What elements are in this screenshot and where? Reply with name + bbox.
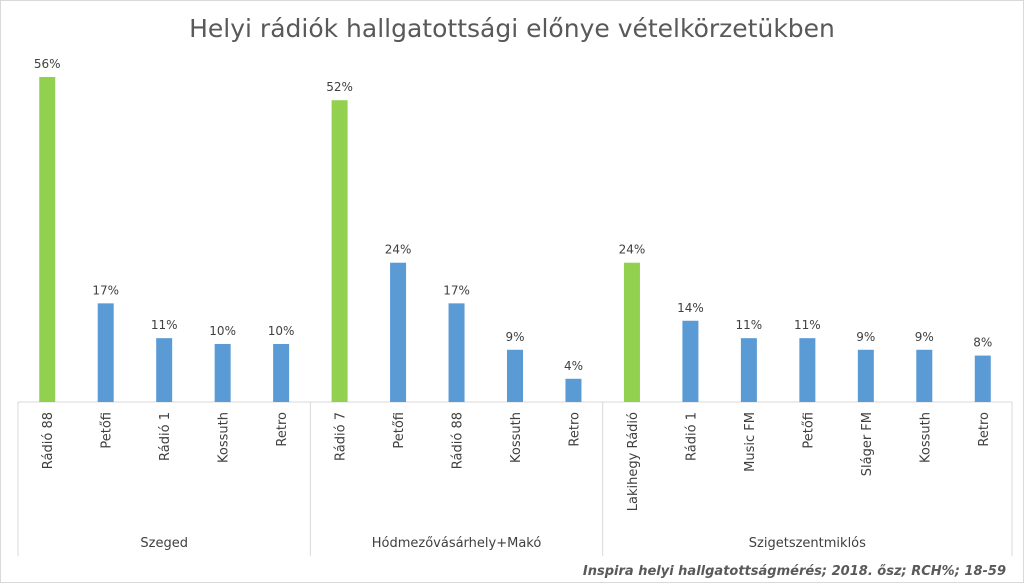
- data-label: 24%: [385, 243, 412, 257]
- bar: [214, 343, 231, 402]
- group-label: Szeged: [140, 536, 188, 551]
- bar: [448, 303, 465, 402]
- data-label: 9%: [856, 330, 875, 344]
- bar: [97, 303, 114, 402]
- bar: [916, 349, 933, 402]
- tick-label: Kossuth: [918, 412, 933, 463]
- tick-label: Sláger FM: [860, 412, 875, 476]
- data-label: 10%: [268, 324, 295, 338]
- group-label: Szigetszentmiklós: [749, 536, 866, 551]
- tick-label: Rádió 88: [451, 412, 466, 469]
- bar: [974, 355, 991, 402]
- data-label: 9%: [505, 330, 524, 344]
- data-label: 11%: [794, 318, 821, 332]
- data-label: 17%: [92, 283, 119, 297]
- tick-label: Rádió 7: [334, 412, 349, 461]
- bar: [390, 262, 407, 402]
- bar: [273, 343, 290, 402]
- bar: [331, 100, 348, 402]
- chart-title: Helyi rádiók hallgatottsági előnye vétel…: [189, 14, 835, 43]
- data-label: 8%: [973, 336, 992, 350]
- data-label: 52%: [326, 80, 353, 94]
- bar: [39, 77, 56, 402]
- bar: [156, 338, 173, 402]
- data-label: 11%: [736, 318, 763, 332]
- bar: [682, 320, 699, 402]
- bar: [507, 349, 523, 402]
- tick-label: Petőfi: [801, 412, 816, 449]
- tick-label: Retro: [275, 412, 290, 447]
- tick-label: Kossuth: [509, 412, 524, 463]
- tick-label: Petőfi: [100, 412, 115, 449]
- tick-label: Rádió 88: [41, 412, 56, 469]
- tick-label: Lakihegy Rádió: [626, 412, 641, 511]
- data-label: 4%: [564, 359, 583, 373]
- bar: [857, 349, 874, 402]
- source-note: Inspira helyi hallgatottságmérés; 2018. …: [582, 564, 1006, 579]
- data-label: 17%: [443, 283, 470, 297]
- bar: [799, 338, 816, 402]
- data-label: 11%: [151, 318, 178, 332]
- tick-label: Retro: [977, 412, 992, 447]
- data-label: 56%: [34, 57, 61, 71]
- tick-label: Petőfi: [392, 412, 407, 449]
- bar: [740, 338, 757, 402]
- group-label: Hódmezővásárhely+Makó: [372, 536, 542, 551]
- tick-label: Rádió 1: [684, 412, 699, 461]
- bar: [623, 262, 640, 402]
- data-label: 9%: [915, 330, 934, 344]
- bar: [565, 378, 582, 402]
- tick-label: Rádió 1: [158, 412, 173, 461]
- data-label: 14%: [677, 301, 704, 315]
- tick-label: Kossuth: [217, 412, 232, 463]
- tick-label: Music FM: [743, 412, 758, 472]
- tick-label: Retro: [567, 412, 582, 447]
- data-label: 10%: [209, 324, 236, 338]
- data-label: 24%: [619, 243, 646, 257]
